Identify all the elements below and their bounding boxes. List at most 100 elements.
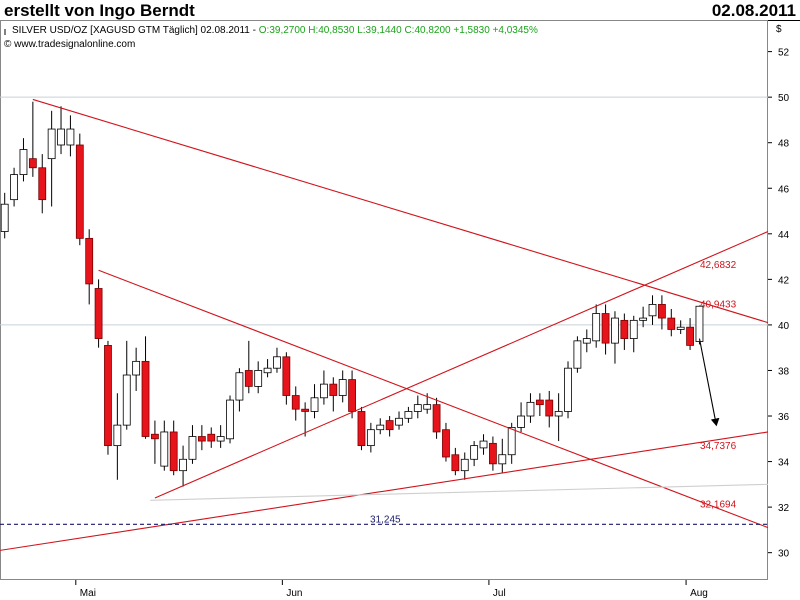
candle-body bbox=[132, 360, 141, 376]
candle-body bbox=[0, 203, 9, 232]
level-label: 32,1694 bbox=[700, 499, 737, 510]
candle-body bbox=[470, 445, 479, 460]
candle-body bbox=[235, 372, 244, 401]
trend-line bbox=[32, 98, 769, 324]
candle-body bbox=[338, 379, 347, 396]
candle-body bbox=[329, 383, 338, 396]
candle-body bbox=[10, 174, 18, 201]
candle-body bbox=[282, 356, 291, 396]
candle-body bbox=[620, 319, 629, 339]
candle-body bbox=[451, 454, 460, 472]
candle-body bbox=[573, 340, 582, 369]
candle-body bbox=[263, 367, 272, 374]
trend-line bbox=[150, 483, 769, 501]
candle-body bbox=[582, 338, 591, 344]
x-tick-label: Mai bbox=[80, 588, 96, 599]
candle-body bbox=[695, 305, 704, 342]
candle-body bbox=[160, 431, 169, 467]
candle-body bbox=[479, 440, 488, 449]
y-tick-label: 40 bbox=[778, 321, 790, 332]
axis-unit: $ bbox=[776, 24, 782, 35]
y-tick-label: 46 bbox=[778, 184, 790, 195]
header-right: 02.08.2011 bbox=[712, 1, 796, 20]
candle-body bbox=[404, 411, 413, 419]
level-label: 34,7376 bbox=[700, 441, 737, 452]
candle-body bbox=[442, 429, 450, 458]
candle-body bbox=[676, 326, 685, 330]
y-tick-label: 52 bbox=[778, 48, 790, 59]
candle-body bbox=[686, 326, 694, 346]
candle-body bbox=[113, 424, 122, 447]
y-tick-label: 34 bbox=[778, 458, 790, 469]
candle-body bbox=[38, 167, 47, 201]
candle-body bbox=[432, 404, 441, 433]
candle-body bbox=[517, 415, 525, 428]
candle-body bbox=[535, 399, 544, 406]
candle-body bbox=[489, 442, 497, 465]
x-tick-label: Jun bbox=[286, 588, 302, 599]
candle-body bbox=[188, 436, 197, 460]
candle-body bbox=[169, 431, 178, 472]
candle-body bbox=[57, 128, 65, 146]
y-tick-label: 30 bbox=[778, 549, 790, 560]
candle-body bbox=[104, 345, 112, 447]
candle-body bbox=[197, 436, 206, 442]
candle-body bbox=[385, 420, 394, 431]
y-tick-label: 38 bbox=[778, 366, 790, 377]
candle-body bbox=[301, 408, 310, 412]
candle-body bbox=[320, 383, 328, 399]
candle-body bbox=[141, 360, 150, 437]
y-tick-label: 36 bbox=[778, 412, 790, 423]
candle-body bbox=[273, 356, 281, 369]
candle-body bbox=[357, 411, 366, 447]
candle-body bbox=[28, 158, 37, 169]
candle-body bbox=[667, 317, 676, 330]
candle-body bbox=[122, 374, 131, 426]
candle-body bbox=[460, 458, 469, 472]
candle-body bbox=[366, 429, 375, 447]
candle-body bbox=[254, 370, 263, 387]
candle-body bbox=[291, 395, 300, 410]
candle-body bbox=[564, 367, 572, 412]
plot-frame bbox=[0, 20, 768, 580]
candle-body bbox=[601, 313, 610, 344]
candle-body bbox=[216, 436, 225, 442]
x-tick-label: Aug bbox=[690, 588, 708, 599]
candle-body bbox=[75, 144, 84, 239]
header-left: erstellt von Ingo Berndt bbox=[4, 1, 195, 20]
candle-body bbox=[498, 454, 507, 465]
candle-body bbox=[507, 427, 516, 456]
y-tick-label: 50 bbox=[778, 93, 790, 104]
candle-body bbox=[244, 370, 253, 387]
candle-body bbox=[592, 313, 601, 342]
candle-body bbox=[629, 319, 638, 339]
candle-body bbox=[66, 128, 75, 146]
y-tick-label: 32 bbox=[778, 503, 790, 514]
x-tick-label: Jul bbox=[493, 588, 506, 599]
candle-body bbox=[226, 399, 234, 440]
candle-body bbox=[19, 149, 28, 175]
legend-text: SILVER USD/OZ [XAGUSD GTM Täglich] 02.08… bbox=[12, 25, 538, 36]
level-label: 40,9433 bbox=[700, 299, 737, 310]
candle-body bbox=[423, 404, 432, 410]
y-tick-label: 44 bbox=[778, 230, 790, 241]
candle-body bbox=[376, 424, 385, 431]
candle-body bbox=[47, 128, 56, 160]
candle-body bbox=[348, 379, 356, 412]
candle-body bbox=[658, 304, 666, 319]
candle-body bbox=[648, 304, 657, 317]
candle-body bbox=[545, 399, 554, 417]
arrow bbox=[698, 338, 720, 427]
legend-stats: O:39,2700 H:40,8530 L:39,1440 C:40,8200 … bbox=[259, 25, 538, 36]
candle-body bbox=[310, 397, 319, 412]
level-label: 42,6832 bbox=[700, 260, 737, 271]
trend-line bbox=[98, 269, 769, 529]
candle-body bbox=[85, 237, 94, 285]
y-tick-label: 42 bbox=[778, 275, 790, 286]
candle-body bbox=[526, 401, 535, 417]
trend-line bbox=[0, 431, 769, 551]
candle-body bbox=[94, 288, 103, 339]
level-label: 31,245 bbox=[370, 514, 401, 525]
